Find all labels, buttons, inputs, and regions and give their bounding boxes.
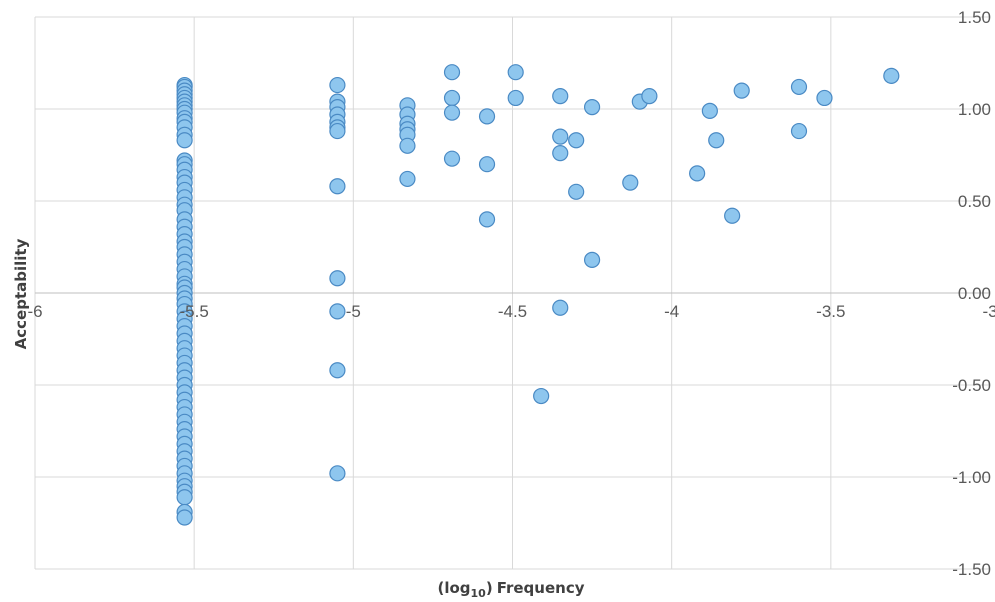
data-point <box>399 170 416 188</box>
data-point <box>443 89 461 107</box>
data-point <box>176 489 193 506</box>
data-point <box>329 362 346 379</box>
x-axis-title-prefix: (log <box>437 579 470 597</box>
data-point <box>583 251 601 268</box>
data-point <box>790 78 808 96</box>
x-axis-title-suffix: ) <box>486 579 493 597</box>
data-point <box>883 67 900 84</box>
tick-labels: 1.50 1.00 0.50 0.00 -0.50 -1.00 -1.50 -6 -5.5 -5 -… <box>27 8 995 579</box>
y-tick-label: 0.50 <box>958 192 991 211</box>
y-tick-label: -1.00 <box>952 468 991 487</box>
y-tick-label: -0.50 <box>952 376 991 395</box>
data-point <box>724 207 741 224</box>
data-point <box>568 132 585 149</box>
data-point <box>622 174 639 191</box>
data-point <box>552 128 569 145</box>
y-tick-label: -1.50 <box>952 560 991 579</box>
x-tick-label: -6 <box>27 302 42 321</box>
gridlines <box>34 16 990 570</box>
data-point <box>733 82 750 99</box>
data-point <box>478 211 496 228</box>
data-point <box>329 303 346 320</box>
data-point <box>816 89 833 107</box>
data-point <box>552 299 569 316</box>
x-tick-label: -3.5 <box>816 302 845 321</box>
data-point <box>176 509 193 526</box>
y-axis-title: Acceptability <box>12 238 30 349</box>
data-point <box>708 132 725 149</box>
data-point <box>790 122 808 140</box>
x-tick-label: -5 <box>346 302 361 321</box>
x-tick-label: -4 <box>664 302 679 321</box>
data-point <box>329 122 346 140</box>
data-point <box>329 270 346 287</box>
data-points <box>176 64 900 526</box>
data-point <box>701 102 718 119</box>
x-axis-title-subscript: 10 <box>471 587 487 600</box>
data-point <box>443 150 461 167</box>
data-point <box>329 76 346 94</box>
y-tick-label: 0.00 <box>958 284 991 303</box>
x-axis-title: (log10) Frequency <box>437 579 584 600</box>
data-point <box>583 99 601 116</box>
y-tick-label: 1.50 <box>958 8 991 27</box>
data-point <box>443 104 461 121</box>
data-point <box>478 108 496 125</box>
data-point <box>507 89 524 107</box>
data-point <box>507 64 524 81</box>
data-point <box>533 387 550 405</box>
y-tick-label: 1.00 <box>958 100 991 119</box>
data-point <box>329 178 346 195</box>
data-point <box>689 165 706 182</box>
data-point <box>399 137 416 154</box>
data-point <box>443 64 461 81</box>
data-point <box>568 183 585 200</box>
data-point <box>329 465 346 482</box>
x-tick-label: -4.5 <box>498 302 527 321</box>
x-axis-title-main: Frequency <box>497 579 585 597</box>
data-point <box>552 88 569 105</box>
x-tick-label: -3 <box>982 302 995 321</box>
x-tick-label: -5.5 <box>180 302 209 321</box>
data-point <box>641 88 658 105</box>
data-point <box>478 156 496 173</box>
data-point <box>552 145 569 162</box>
data-point <box>176 132 193 149</box>
